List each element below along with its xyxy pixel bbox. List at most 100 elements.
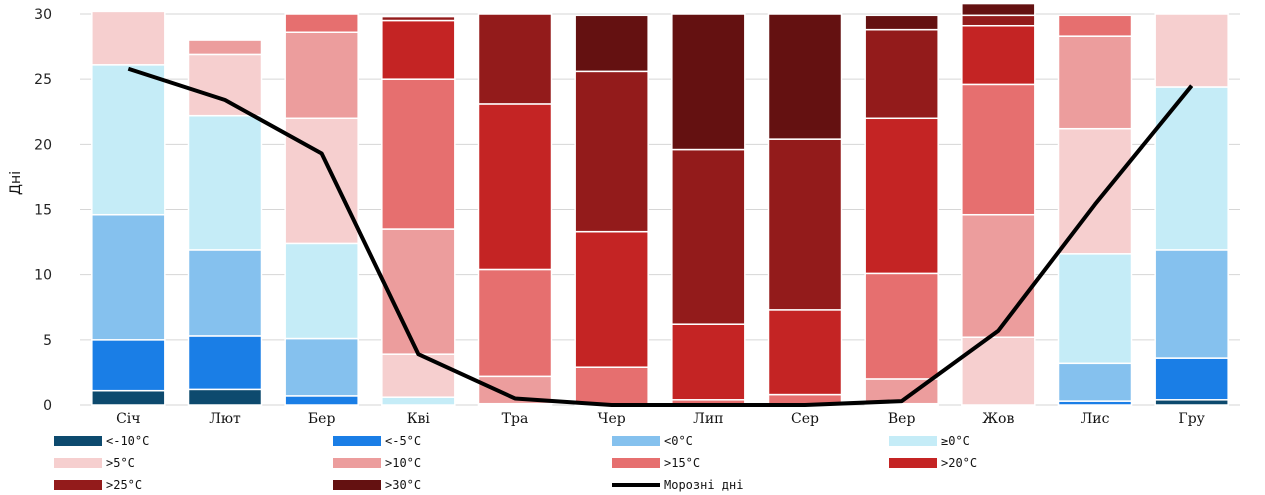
x-tick-label: Бер <box>308 411 336 427</box>
legend-item: <-5°C <box>333 434 421 448</box>
bar-segment <box>91 389 166 406</box>
bar-segment <box>1057 14 1133 37</box>
legend-item: <-10°C <box>54 434 149 448</box>
bar-segment <box>477 103 553 271</box>
bar-segment <box>381 78 456 230</box>
bar-segment <box>477 13 553 105</box>
bar-segment <box>1057 362 1133 402</box>
legend-item: >20°C <box>889 456 977 470</box>
bar-segment <box>961 213 1036 338</box>
bar-segment <box>961 83 1036 216</box>
bar-segment <box>91 213 166 341</box>
y-tick-label: 30 <box>34 7 52 23</box>
legend-item: Морозні дні <box>612 478 743 492</box>
bar-segment <box>187 335 263 391</box>
x-tick-label: Лис <box>1081 411 1110 427</box>
legend-label: >25°C <box>106 478 142 492</box>
legend-label: Морозні дні <box>664 478 743 492</box>
bar-segment <box>574 70 649 233</box>
bar-segment <box>671 148 746 325</box>
legend-label: <-10°C <box>106 434 149 448</box>
bar-segment <box>671 323 746 401</box>
bar-segment <box>187 39 263 56</box>
y-tick-label: 0 <box>43 398 52 414</box>
x-tick-label: Вер <box>888 411 916 427</box>
legend-label: <-5°C <box>385 434 421 448</box>
bar-segment <box>284 117 359 245</box>
bar-segment <box>574 14 649 73</box>
legend-swatch <box>333 480 381 490</box>
x-tick-label: Жов <box>982 411 1014 427</box>
y-tick-label: 10 <box>34 268 52 284</box>
legend-swatch <box>333 436 381 446</box>
bar-segment <box>864 14 939 31</box>
legend-item: >25°C <box>54 478 142 492</box>
legend-swatch <box>612 436 660 446</box>
legend-item: >10°C <box>333 456 421 470</box>
legend-label: ≥0°C <box>941 434 970 448</box>
bar-segment <box>1154 399 1229 406</box>
legend-swatch <box>54 480 102 490</box>
bar-segment <box>381 396 456 406</box>
bar-segment <box>671 13 746 151</box>
bar-segment <box>1154 86 1229 251</box>
x-tick-label: Сер <box>791 411 819 427</box>
legend-item: >30°C <box>333 478 421 492</box>
frost-days-line-path <box>127 66 1194 407</box>
x-tick-label: Лип <box>693 411 723 427</box>
legend-label: >5°C <box>106 456 135 470</box>
y-axis-label: Дні <box>8 171 24 195</box>
x-tick-label: Лют <box>209 411 241 427</box>
y-tick-label: 5 <box>43 333 52 349</box>
legend-item: ≥0°C <box>889 434 970 448</box>
bar-segment <box>381 15 456 22</box>
bar-segment <box>574 230 649 368</box>
y-tick-label: 25 <box>34 72 52 88</box>
bar-segment <box>864 272 939 380</box>
bar-segment <box>1154 357 1229 401</box>
bar-segment <box>961 14 1036 27</box>
y-tick-label: 15 <box>34 203 52 219</box>
bar-segment <box>767 13 843 140</box>
x-tick-label: Гру <box>1178 411 1205 427</box>
legend-label: >20°C <box>941 456 977 470</box>
legend-swatch <box>612 458 660 468</box>
bar-segment <box>1057 253 1133 365</box>
legend-swatch <box>889 436 937 446</box>
legend-swatch <box>333 458 381 468</box>
bar-segment <box>1057 35 1133 130</box>
gridlines <box>80 13 1240 406</box>
bar-segment <box>864 117 939 275</box>
bar-segment <box>284 242 359 340</box>
legend-item: >15°C <box>612 456 700 470</box>
bar-segment <box>1154 249 1229 359</box>
y-tick-label: 20 <box>34 137 52 153</box>
bar-segment <box>381 353 456 398</box>
x-tick-label: Кві <box>407 411 431 427</box>
bar-segment <box>961 2 1036 17</box>
x-tick-label: Чер <box>598 411 626 427</box>
legend-item: <0°C <box>612 434 693 448</box>
bar-segment <box>91 64 166 216</box>
bar-segment <box>381 19 456 80</box>
bar-segment <box>284 13 359 33</box>
legend-label: >10°C <box>385 456 421 470</box>
legend-label: >15°C <box>664 456 700 470</box>
legend-swatch <box>889 458 937 468</box>
legend-swatch <box>54 458 102 468</box>
bars <box>91 2 1229 406</box>
y-axis-ticks: 0 5 10 15 20 25 30 <box>34 7 52 414</box>
bar-segment <box>284 395 359 406</box>
bar-segment <box>381 228 456 355</box>
x-axis-ticks: Січ Лют Бер Кві Тра Чер Лип Сер Вер Жов Лис Гру <box>116 411 1206 427</box>
bar-segment <box>767 309 843 396</box>
bar-segment <box>284 337 359 397</box>
bar-segment <box>574 366 649 406</box>
bar-segment <box>187 53 263 117</box>
bar-segment <box>91 10 166 66</box>
frost-days-line <box>127 66 1194 407</box>
x-tick-label: Січ <box>116 411 140 427</box>
bar-segment <box>187 249 263 337</box>
bar-segment <box>1154 13 1229 88</box>
